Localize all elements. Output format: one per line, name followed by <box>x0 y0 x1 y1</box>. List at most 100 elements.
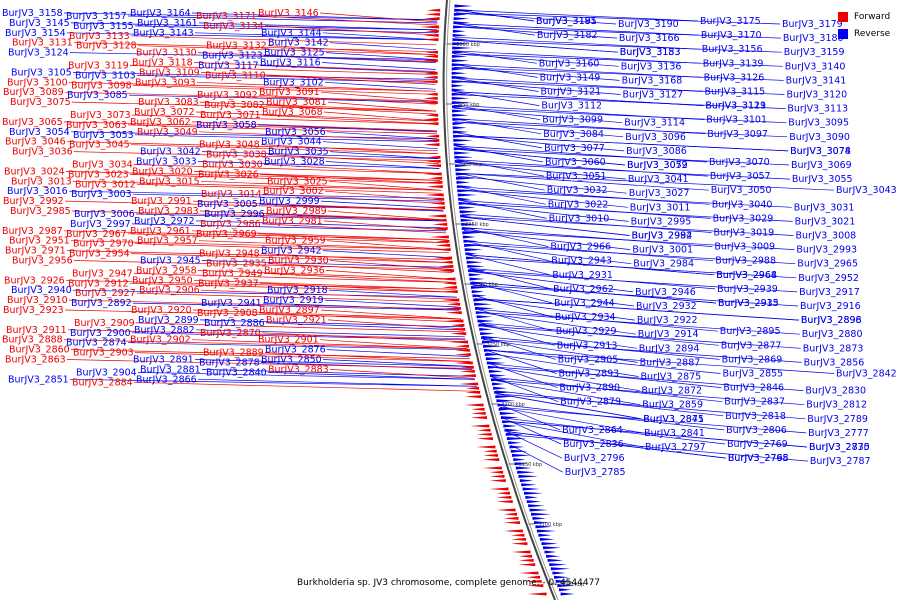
leader-line <box>460 203 629 222</box>
leader-line <box>200 289 458 300</box>
reverse-gene <box>490 378 510 382</box>
leader-line <box>326 240 449 251</box>
reverse-gene <box>482 344 503 348</box>
gene-label: BurJV3_2972 <box>134 216 195 227</box>
reverse-gene <box>483 348 498 352</box>
reverse-gene <box>451 88 466 92</box>
gene-label: BurJV3_3030 <box>202 160 263 171</box>
leader-line <box>134 352 471 362</box>
leader-line <box>129 282 456 293</box>
leader-line <box>458 186 710 205</box>
reverse-gene <box>454 155 474 159</box>
leader-line <box>66 32 437 41</box>
gene-label: BurJV3_3075 <box>10 97 71 108</box>
leader-line <box>459 189 628 208</box>
gene-label: BurJV3_3129 <box>705 101 766 112</box>
forward-gene <box>511 550 531 554</box>
gene-label: BurJV3_3123 <box>202 51 263 62</box>
gene-label: BurJV3_2905 <box>558 354 619 365</box>
forward-gene <box>426 185 443 189</box>
leader-line <box>72 289 457 298</box>
forward-gene <box>483 449 497 453</box>
forward-gene <box>436 239 450 243</box>
forward-gene <box>483 458 500 462</box>
gene-label: BurJV3_2842 <box>836 369 897 380</box>
leader-line <box>453 107 787 124</box>
leader-line <box>471 281 553 304</box>
reverse-gene <box>531 512 551 516</box>
leader-line <box>455 12 617 25</box>
gene-label: BurJV3_2992 <box>3 196 64 207</box>
reverse-gene <box>451 92 468 96</box>
gene-label: BurJV3_3041 <box>628 174 689 185</box>
forward-gene <box>425 12 440 16</box>
gene-label: BurJV3_3140 <box>785 61 846 72</box>
reverse-gene <box>455 172 474 176</box>
gene-label: BurJV3_2878 <box>199 358 260 369</box>
leader-line <box>63 230 448 241</box>
reverse-gene <box>451 105 466 109</box>
reverse-gene <box>457 189 475 193</box>
gene-label: BurJV3_2922 <box>637 315 698 326</box>
gene-label: BurJV3_3072 <box>134 107 195 118</box>
gene-label: BurJV3_3010 <box>549 213 610 224</box>
gene-label: BurJV3_2984 <box>633 259 694 270</box>
leader-line <box>137 372 475 380</box>
scale-tick-label: 3150 kbp <box>519 462 543 468</box>
leader-line <box>192 309 462 320</box>
gene-label: BurJV3_2908 <box>197 308 258 319</box>
gene-label: BurJV3_3009 <box>714 242 775 253</box>
forward-gene <box>482 466 502 470</box>
leader-line <box>195 111 437 122</box>
leader-line <box>199 210 445 221</box>
gene-label: BurJV3_3180 <box>783 33 844 44</box>
reverse-gene <box>518 474 539 478</box>
leader-line <box>329 151 439 159</box>
gene-label: BurJV3_2904 <box>76 367 137 378</box>
leader-line <box>327 210 445 221</box>
gene-label: BurJV3_3111 <box>705 101 766 112</box>
reverse-gene <box>505 432 524 436</box>
forward-gene <box>503 521 520 525</box>
forward-gene <box>519 571 539 575</box>
gene-label: BurJV3_3097 <box>707 129 768 140</box>
gene-label: BurJV3_3063 <box>66 120 127 131</box>
leader-line <box>127 124 437 135</box>
leader-line <box>465 240 550 262</box>
gene-label: BurJV3_3155 <box>73 21 134 32</box>
gene-label: BurJV3_2851 <box>8 374 69 385</box>
reverse-gene <box>451 59 470 63</box>
forward-gene <box>435 243 451 247</box>
reverse-gene <box>454 8 474 12</box>
leader-line <box>485 349 721 374</box>
leader-line <box>465 243 632 265</box>
gene-label: BurJV3_3029 <box>713 213 774 224</box>
leader-line <box>329 42 437 51</box>
reverse-gene <box>452 42 471 46</box>
reverse-gene <box>451 63 471 67</box>
leader-line <box>500 407 643 434</box>
gene-label: BurJV3_2871 <box>643 414 704 425</box>
gene-label: BurJV3_2926 <box>4 275 65 286</box>
leader-line <box>267 154 439 164</box>
gene-label: BurJV3_2957 <box>137 236 198 247</box>
leader-line <box>493 379 805 406</box>
gene-label: BurJV3_3045 <box>69 140 130 151</box>
gene-label: BurJV3_2874 <box>66 338 127 349</box>
gene-label: BurJV3_2983 <box>138 206 199 217</box>
gene-label: BurJV3_3038 <box>206 150 267 161</box>
leader-line <box>477 308 554 332</box>
leader-line <box>70 131 438 140</box>
reverse-gene <box>560 592 575 596</box>
gene-label: BurJV3_2914 <box>638 329 699 340</box>
leader-line <box>455 23 699 36</box>
scale-tick-label: 3350 kbp <box>465 222 489 228</box>
leader-line <box>257 15 438 26</box>
reverse-gene <box>506 437 527 441</box>
leader-line <box>131 223 447 232</box>
forward-gene <box>436 277 456 281</box>
leader-line <box>472 284 635 307</box>
gene-label: BurJV3_2932 <box>636 301 697 312</box>
gene-label: BurJV3_2935 <box>206 259 267 270</box>
gene-label: BurJV3_3079 <box>627 160 688 171</box>
